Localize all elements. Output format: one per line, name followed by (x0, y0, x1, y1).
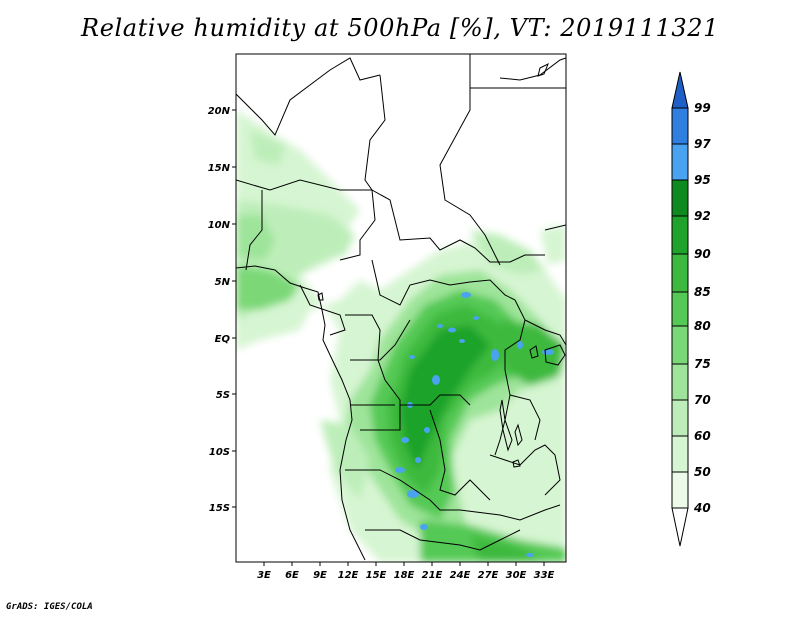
colorbar-bin-80-85 (671, 291, 689, 327)
lon-tick-marks (263, 562, 545, 566)
lon-label-15e: 15E (366, 570, 387, 581)
lon-label-12e: 12E (338, 570, 359, 581)
lat-label-15s: 15S (209, 503, 230, 514)
colorbar-label-60: 60 (694, 429, 711, 443)
colorbar-bin-95-97 (671, 143, 689, 181)
colorbar-label-80: 80 (694, 319, 711, 333)
humidity-field (236, 54, 566, 562)
colorbar-top-arrow (671, 71, 689, 109)
lat-label-10n: 10N (208, 220, 231, 231)
country-borders (236, 54, 566, 561)
lon-label-6e: 6E (285, 570, 299, 581)
lon-label-3e: 3E (257, 570, 271, 581)
colorbar (671, 71, 689, 547)
colorbar-bin-40-50 (671, 471, 689, 509)
lat-label-15n: 15N (208, 163, 231, 174)
lat-label-20n: 20N (208, 106, 231, 117)
lon-label-21e: 21E (422, 570, 443, 581)
colorbar-bottom-arrow (671, 507, 689, 547)
colorbar-label-50: 50 (694, 465, 711, 479)
lon-label-30e: 30E (506, 570, 527, 581)
lat-label-5n: 5N (215, 277, 231, 288)
colorbar-label-90: 90 (694, 247, 711, 261)
colorbar-label-70: 70 (694, 393, 711, 407)
lat-tick-marks (232, 109, 236, 508)
grads-credit: GrADS: IGES/COLA (6, 602, 93, 612)
lon-label-24e: 24E (450, 570, 471, 581)
colorbar-bin-70-75 (671, 363, 689, 401)
colorbar-bin-92-95 (671, 179, 689, 217)
colorbar-bin-85-90 (671, 253, 689, 293)
lon-label-27e: 27E (478, 570, 499, 581)
lat-label-5s: 5S (216, 390, 230, 401)
colorbar-label-85: 85 (694, 285, 711, 299)
colorbar-label-75: 75 (694, 357, 711, 371)
map-frame (235, 53, 567, 563)
lon-label-9e: 9E (313, 570, 327, 581)
colorbar-label-97: 97 (694, 137, 711, 151)
colorbar-bin-60-70 (671, 399, 689, 437)
lat-label-10s: 10S (209, 447, 230, 458)
colorbar-bin-75-80 (671, 325, 689, 365)
colorbar-label-92: 92 (694, 209, 711, 223)
map-title: Relative humidity at 500hPa [%], VT: 201… (81, 14, 719, 42)
colorbar-label-99: 99 (694, 101, 711, 115)
colorbar-label-40: 40 (693, 501, 711, 515)
colorbar-label-95: 95 (694, 173, 711, 187)
colorbar-bin-90-92 (671, 215, 689, 255)
colorbar-bin-97-99 (671, 107, 689, 145)
lat-label-eq: EQ (215, 334, 231, 345)
lon-label-33e: 33E (534, 570, 555, 581)
lon-label-18e: 18E (394, 570, 415, 581)
colorbar-bin-50-60 (671, 435, 689, 473)
